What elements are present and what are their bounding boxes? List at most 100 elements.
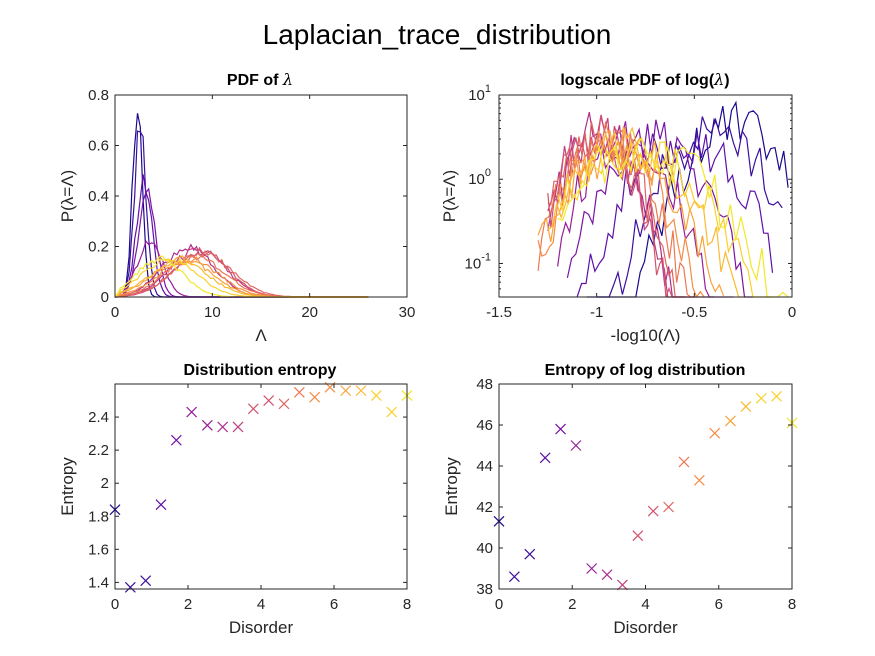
entropy-marker-stroke <box>124 581 136 593</box>
log-entropy-point <box>678 456 690 468</box>
entropy-marker-stroke <box>309 391 321 403</box>
log-entropy-point <box>570 440 582 451</box>
log-entropy-marker-stroke <box>755 392 767 404</box>
log-entropy-point <box>586 563 598 574</box>
log-entropy-marker-stroke <box>647 505 659 517</box>
pdf-ytick-label: 0.6 <box>88 138 109 155</box>
log-entropy-point <box>755 392 767 404</box>
log-entropy-point <box>508 571 520 583</box>
entropy-marker-stroke <box>263 395 275 406</box>
entropy-xlabel: Disorder <box>229 618 294 637</box>
log-pdf-frame <box>498 94 793 298</box>
entropy-marker-stroke <box>186 406 198 418</box>
entropy-marker-stroke <box>140 575 152 587</box>
entropy-point <box>124 581 136 593</box>
log-entropy-ytick-label: 42 <box>476 499 493 516</box>
log-pdf-ytick-label: 10-1 <box>465 251 491 272</box>
log-entropy-point <box>725 415 736 427</box>
panel-log-pdf: logscale PDF of log(λ) -1.5 -1 -0.5 0 10-1 10… <box>440 70 796 345</box>
log-entropy-marker-stroke <box>539 452 551 464</box>
log-pdf-series-line <box>547 125 744 298</box>
log-pdf-ytick-label: 101 <box>468 83 491 104</box>
entropy-marker-stroke <box>232 421 244 433</box>
entropy-point <box>140 575 152 587</box>
log-entropy-point <box>539 452 551 464</box>
entropy-marker-stroke <box>293 386 305 398</box>
entropy-point <box>278 398 290 410</box>
panel-entropy-markers <box>109 381 413 593</box>
log-entropy-marker-stroke <box>678 456 690 468</box>
log-pdf-xlabel: -log10(Λ) <box>611 326 681 345</box>
log-entropy-ytick-label: 44 <box>476 458 493 475</box>
log-entropy-point <box>617 579 628 591</box>
entropy-point <box>370 390 382 401</box>
panel-entropy-axes: 0 2 4 6 8 1.4 1.6 1.8 2 2.2 2.4 Disorder Entropy <box>58 383 411 637</box>
log-entropy-marker-stroke <box>709 427 721 439</box>
entropy-ytick-label: 1.8 <box>88 508 109 525</box>
entropy-point <box>247 403 259 415</box>
entropy-xtick-label: 6 <box>330 596 338 613</box>
log-entropy-point <box>555 423 566 435</box>
entropy-marker-stroke <box>355 385 367 397</box>
entropy-xtick-label: 8 <box>403 596 411 613</box>
log-pdf-series-line <box>547 116 685 298</box>
pdf-ytick-label: 0 <box>101 289 109 306</box>
entropy-marker-stroke <box>170 434 182 446</box>
pdf-ytick-label: 0.4 <box>88 188 109 205</box>
log-pdf-xtick-label: -0.5 <box>681 304 707 321</box>
log-entropy-marker-stroke <box>524 548 536 560</box>
pdf-xtick-label: 30 <box>399 304 416 321</box>
log-pdf-series-line <box>537 129 725 297</box>
panel-pdf-title: PDF of λ <box>227 70 293 89</box>
entropy-point <box>263 395 275 406</box>
entropy-point <box>340 385 352 397</box>
entropy-ytick-label: 1.4 <box>88 574 109 591</box>
pdf-ytick-label: 0.2 <box>88 239 109 256</box>
log-entropy-point <box>709 427 721 439</box>
log-pdf-series-line <box>557 121 734 298</box>
entropy-xtick-label: 0 <box>111 596 119 613</box>
entropy-marker-stroke <box>247 403 259 415</box>
entropy-point <box>170 434 182 446</box>
pdf-ylabel: P(λ=Λ) <box>58 170 77 222</box>
log-entropy-marker-stroke <box>663 501 674 513</box>
entropy-xtick-label: 2 <box>184 596 192 613</box>
pdf-ytick-label: 0.8 <box>88 87 109 104</box>
pdf-xtick-label: 0 <box>111 304 119 321</box>
entropy-point <box>217 421 229 433</box>
log-entropy-marker-stroke <box>771 390 783 402</box>
panel-pdf: PDF of λ 0 10 20 30 0 0.2 0.4 0.6 0.8 Λ P(λ=Λ) <box>58 70 415 345</box>
log-entropy-ytick-label: 46 <box>476 417 493 434</box>
log-entropy-xtick-label: 2 <box>568 596 576 613</box>
log-entropy-marker-stroke <box>570 440 582 451</box>
log-entropy-point <box>524 548 536 560</box>
panel-log-pdf-axes: -1.5 -1 -0.5 0 10-1 100 101 -log10(Λ) P(λ=Λ) <box>440 83 796 345</box>
log-pdf-xtick-label: -1.5 <box>486 304 512 321</box>
pdf-xtick-label: 10 <box>204 304 221 321</box>
log-entropy-xlabel: Disorder <box>613 618 678 637</box>
entropy-ytick-label: 2.4 <box>88 409 109 426</box>
log-pdf-series-line <box>557 141 773 298</box>
log-pdf-series-line <box>557 136 789 298</box>
log-entropy-marker-stroke <box>725 415 736 427</box>
entropy-xtick-label: 4 <box>257 596 265 613</box>
log-entropy-marker-stroke <box>740 401 752 412</box>
log-pdf-series-line <box>576 132 774 298</box>
log-entropy-marker-stroke <box>693 474 705 486</box>
log-entropy-xtick-label: 4 <box>641 596 649 613</box>
log-entropy-ylabel: Entropy <box>442 457 461 516</box>
entropy-marker-stroke <box>386 406 398 418</box>
panel-log-entropy: Entropy of log distribution 0 2 4 6 83840424… <box>442 362 798 637</box>
entropy-ytick-label: 2 <box>101 475 109 492</box>
log-entropy-ytick-label: 48 <box>476 376 493 393</box>
log-entropy-marker-stroke <box>508 571 520 583</box>
log-entropy-point <box>632 530 644 542</box>
panel-entropy-title: Distribution entropy <box>184 362 337 379</box>
entropy-marker-stroke <box>201 419 213 431</box>
log-entropy-point <box>663 501 674 513</box>
log-entropy-point <box>740 401 752 412</box>
entropy-marker-stroke <box>340 385 352 397</box>
log-pdf-ytick-label: 100 <box>468 167 491 188</box>
